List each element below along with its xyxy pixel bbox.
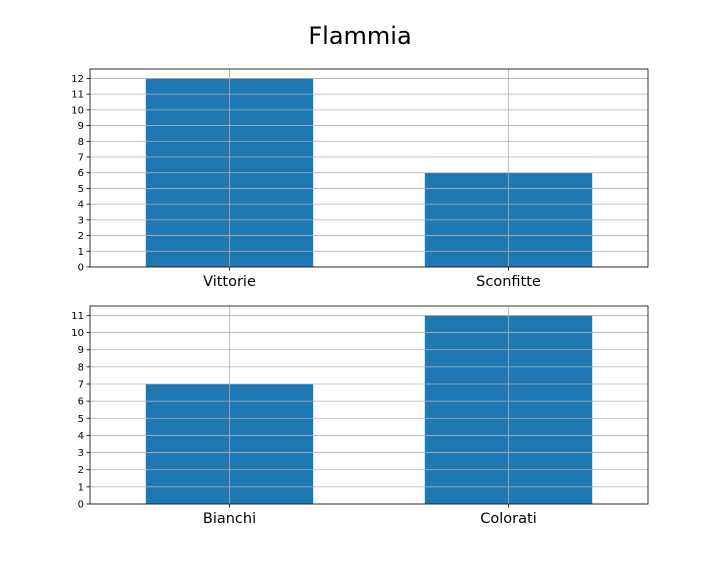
y-tick-label: 2 <box>78 231 84 242</box>
axes-frame-1 <box>89 68 649 268</box>
y-tick-label: 9 <box>78 121 84 132</box>
y-tick-label: 10 <box>71 105 84 116</box>
y-tick-label: 0 <box>78 263 84 274</box>
y-tick-label: 0 <box>78 500 84 511</box>
x-category-label: Vittorie <box>203 274 256 290</box>
y-tick-label: 9 <box>78 345 84 356</box>
y-tick-label: 11 <box>71 90 84 101</box>
y-tick-label: 3 <box>78 448 84 459</box>
y-tick-label: 11 <box>71 311 84 322</box>
y-tick-label: 10 <box>71 328 84 339</box>
y-tick-label: 4 <box>78 431 84 442</box>
chart-title: Flammia <box>308 22 412 50</box>
axes-frame-2 <box>89 305 649 505</box>
y-tick-label: 8 <box>78 362 84 373</box>
y-tick-label: 7 <box>78 153 84 164</box>
y-tick-label: 2 <box>78 465 84 476</box>
y-tick-label: 7 <box>78 380 84 391</box>
y-tick-label: 5 <box>78 184 84 195</box>
x-category-label: Colorati <box>480 511 536 527</box>
y-tick-label: 6 <box>78 397 84 408</box>
x-category-label: Bianchi <box>203 511 256 527</box>
y-tick-label: 3 <box>78 215 84 226</box>
y-tick-label: 6 <box>78 168 84 179</box>
y-tick-label: 8 <box>78 137 84 148</box>
y-tick-label: 5 <box>78 414 84 425</box>
y-tick-label: 1 <box>78 247 84 258</box>
y-tick-label: 4 <box>78 200 84 211</box>
x-category-label: Sconfitte <box>476 274 541 290</box>
y-tick-label: 12 <box>71 74 84 85</box>
y-tick-label: 1 <box>78 482 84 493</box>
